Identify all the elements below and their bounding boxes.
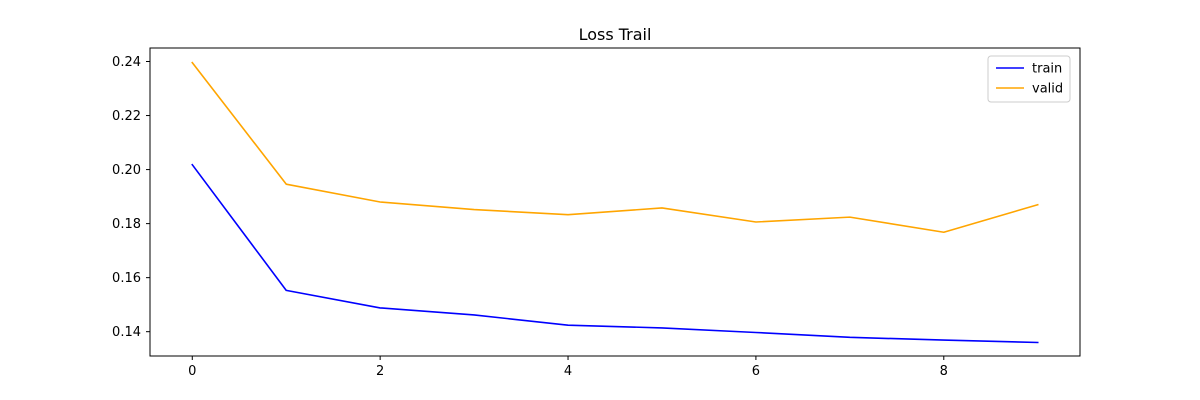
y-tick-label: 0.22 (112, 109, 141, 124)
series-line-train (191, 163, 1039, 344)
y-tick-label: 0.18 (112, 217, 141, 232)
plot-frame (149, 47, 1081, 357)
chart-title: Loss Trail (579, 25, 652, 44)
y-tick-label: 0.16 (112, 271, 141, 286)
x-tick-label: 0 (188, 364, 196, 379)
x-tick-label: 2 (376, 364, 384, 379)
legend: train valid (987, 55, 1071, 103)
y-tick-label: 0.24 (112, 55, 141, 70)
x-tick-label: 8 (940, 364, 948, 379)
legend-label-train: train (1032, 62, 1062, 77)
plot-area (191, 61, 1039, 344)
x-tick-label: 4 (564, 364, 572, 379)
y-tick-label: 0.14 (112, 325, 141, 340)
series-line-valid (191, 61, 1039, 234)
legend-label-valid: valid (1032, 82, 1063, 97)
x-tick-label: 6 (752, 364, 760, 379)
y-tick-label: 0.20 (112, 163, 141, 178)
axes: 0 2 4 6 8 0.14 0.16 0.18 0.20 0.22 0.24 (112, 55, 948, 379)
